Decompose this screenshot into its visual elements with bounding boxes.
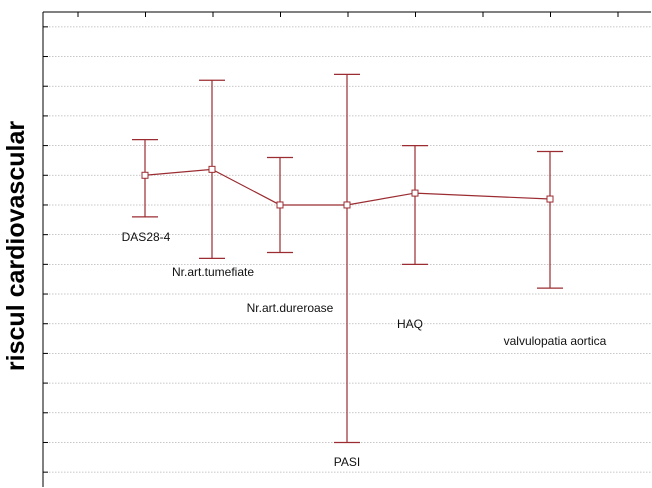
category-labels: DAS28-4 Nr.art.tumefiate Nr.art.dureroase P… xyxy=(122,230,607,469)
category-label: DAS28-4 xyxy=(122,230,171,244)
data-point xyxy=(208,165,216,173)
category-label: PASI xyxy=(334,455,360,469)
data-point xyxy=(546,195,554,203)
series-line xyxy=(144,168,551,206)
data-point xyxy=(411,189,419,197)
category-label: Nr.art.tumefiate xyxy=(172,265,254,279)
data-point xyxy=(276,201,284,209)
data-point xyxy=(141,171,149,179)
data-point xyxy=(343,201,351,209)
y-axis-label: riscul cardiovascular xyxy=(2,121,30,371)
series-group xyxy=(132,73,563,444)
category-label: Nr.art.dureroase xyxy=(247,301,334,315)
category-label: HAQ xyxy=(397,317,423,331)
axes xyxy=(42,11,651,487)
category-label: valvulopatia aortica xyxy=(504,334,607,348)
